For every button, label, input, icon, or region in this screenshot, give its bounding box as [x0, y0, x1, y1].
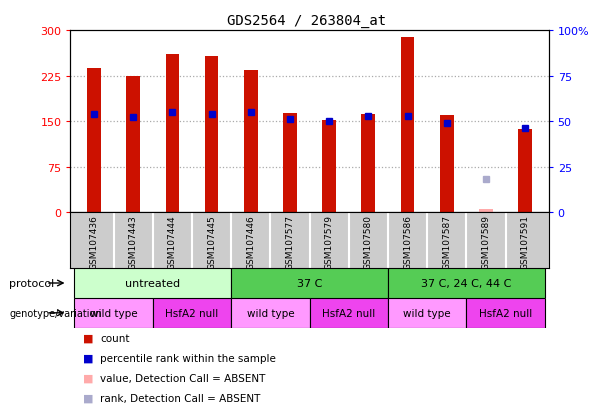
- Bar: [310, 298, 388, 328]
- Text: genotype/variation: genotype/variation: [9, 308, 102, 318]
- Bar: [479, 210, 493, 213]
- Text: GSM107591: GSM107591: [520, 214, 530, 269]
- Bar: [166, 55, 179, 213]
- Text: GSM107445: GSM107445: [207, 214, 216, 269]
- Text: GSM107443: GSM107443: [129, 214, 138, 269]
- Text: GSM107446: GSM107446: [246, 214, 255, 269]
- Bar: [244, 70, 257, 213]
- Text: count: count: [100, 333, 129, 343]
- Text: percentile rank within the sample: percentile rank within the sample: [100, 353, 276, 363]
- Text: HsfA2 null: HsfA2 null: [166, 308, 219, 318]
- Text: ■: ■: [83, 373, 93, 383]
- Text: rank, Detection Call = ABSENT: rank, Detection Call = ABSENT: [100, 393, 261, 403]
- Text: GSM107444: GSM107444: [168, 214, 177, 269]
- Bar: [87, 69, 101, 213]
- Bar: [388, 268, 545, 298]
- Bar: [283, 114, 297, 213]
- Bar: [388, 298, 466, 328]
- Bar: [126, 76, 140, 213]
- Bar: [362, 114, 375, 213]
- Text: 37 C: 37 C: [297, 278, 322, 288]
- Text: HsfA2 null: HsfA2 null: [322, 308, 375, 318]
- Bar: [153, 298, 231, 328]
- Bar: [74, 298, 153, 328]
- Text: GDS2564 / 263804_at: GDS2564 / 263804_at: [227, 14, 386, 28]
- Bar: [231, 298, 310, 328]
- Bar: [322, 121, 336, 213]
- Text: GSM107580: GSM107580: [364, 214, 373, 269]
- Text: value, Detection Call = ABSENT: value, Detection Call = ABSENT: [100, 373, 265, 383]
- Text: GSM107586: GSM107586: [403, 214, 412, 269]
- Text: wild type: wild type: [403, 308, 451, 318]
- Text: untreated: untreated: [125, 278, 180, 288]
- Bar: [440, 116, 454, 213]
- Text: GSM107436: GSM107436: [89, 214, 99, 269]
- Text: HsfA2 null: HsfA2 null: [479, 308, 532, 318]
- Text: GSM107589: GSM107589: [481, 214, 490, 269]
- Bar: [205, 57, 218, 213]
- Bar: [74, 268, 231, 298]
- Text: GSM107587: GSM107587: [442, 214, 451, 269]
- Text: wild type: wild type: [89, 308, 137, 318]
- Bar: [518, 130, 532, 213]
- Text: protocol: protocol: [9, 278, 55, 288]
- Text: ■: ■: [83, 393, 93, 403]
- Bar: [401, 38, 414, 213]
- Text: ■: ■: [83, 353, 93, 363]
- Text: GSM107579: GSM107579: [325, 214, 333, 269]
- Bar: [231, 268, 388, 298]
- Text: 37 C, 24 C, 44 C: 37 C, 24 C, 44 C: [421, 278, 511, 288]
- Text: GSM107577: GSM107577: [286, 214, 294, 269]
- Text: wild type: wild type: [246, 308, 294, 318]
- Bar: [466, 298, 545, 328]
- Text: ■: ■: [83, 333, 93, 343]
